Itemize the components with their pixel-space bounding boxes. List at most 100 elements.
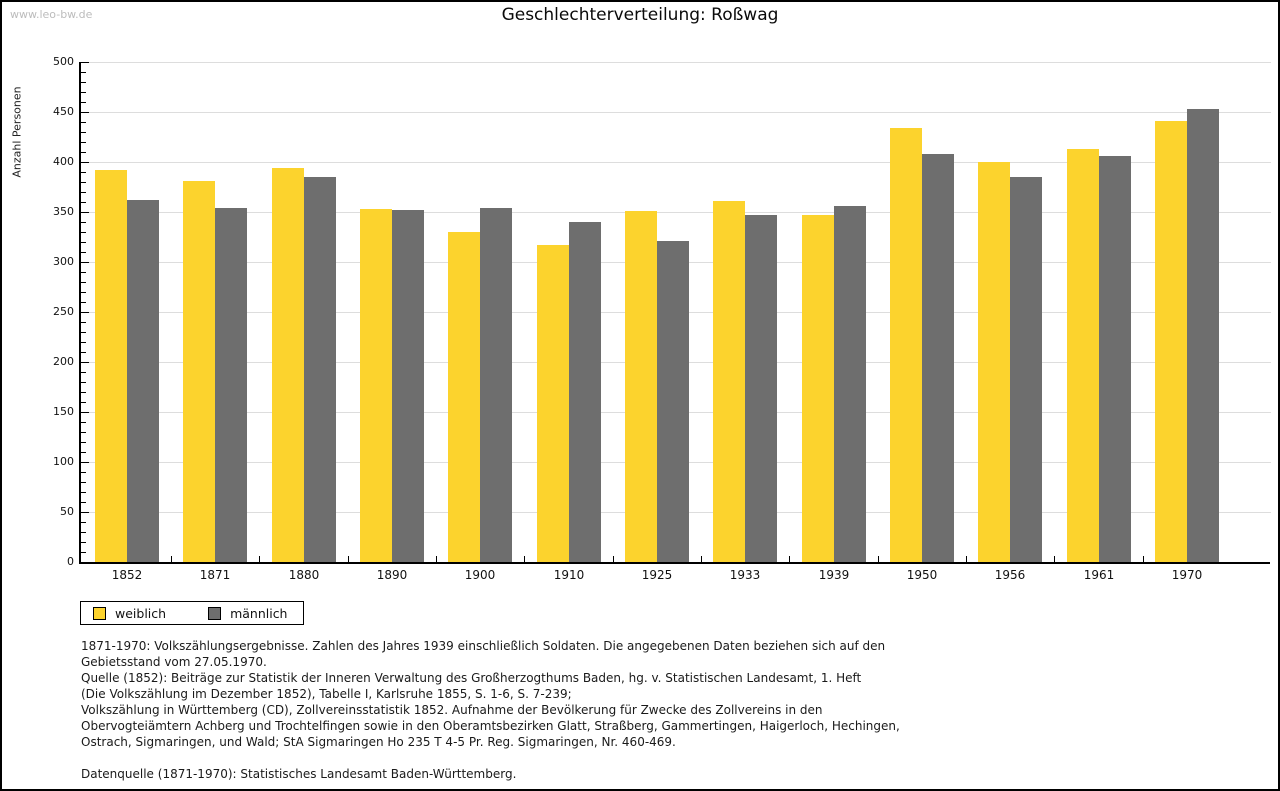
gridline (81, 212, 1271, 213)
bar-weiblich-1880 (272, 168, 304, 562)
bar-männlich-1880 (304, 177, 336, 562)
footnote-line: 1871-1970: Volkszählungsergebnisse. Zahl… (81, 639, 886, 653)
bar-weiblich-1910 (537, 245, 569, 562)
y-minor-tick (81, 372, 86, 373)
y-minor-tick (81, 122, 86, 123)
x-tick-label: 1970 (1171, 568, 1203, 582)
legend-item-maennlich: männlich (208, 606, 287, 621)
y-major-tick (81, 362, 89, 363)
y-minor-tick (81, 322, 86, 323)
bar-weiblich-1956 (978, 162, 1010, 562)
y-tick-label: 250 (53, 305, 74, 318)
legend: weiblich männlich (80, 601, 305, 625)
x-tick-label: 1852 (111, 568, 143, 582)
x-boundary-tick (259, 556, 260, 562)
y-minor-tick (81, 292, 86, 293)
y-tick-label: 400 (53, 155, 74, 168)
y-minor-tick (81, 302, 86, 303)
legend-label-maennlich: männlich (230, 605, 288, 621)
footnotes: 1871-1970: Volkszählungsergebnisse. Zahl… (81, 638, 900, 782)
x-tick-label: 1939 (818, 568, 850, 582)
y-minor-tick (81, 402, 86, 403)
bar-weiblich-1939 (802, 215, 834, 562)
bar-männlich-1900 (480, 208, 512, 562)
x-tick-label: 1925 (641, 568, 673, 582)
y-minor-tick (81, 102, 86, 103)
gridline (81, 112, 1271, 113)
y-minor-tick (81, 522, 86, 523)
y-tick-label: 300 (53, 255, 74, 268)
y-minor-tick (81, 342, 86, 343)
y-major-tick (81, 212, 89, 213)
bar-männlich-1939 (834, 206, 866, 562)
y-major-tick (81, 112, 89, 113)
x-tick-label: 1961 (1083, 568, 1115, 582)
footnote-line: Volkszählung in Württemberg (CD), Zollve… (81, 703, 823, 717)
x-axis-line (79, 562, 1270, 564)
y-minor-tick (81, 92, 86, 93)
bar-männlich-1871 (215, 208, 247, 562)
x-boundary-tick (1054, 556, 1055, 562)
bar-weiblich-1900 (448, 232, 480, 562)
y-minor-tick (81, 452, 86, 453)
y-major-tick (81, 512, 89, 513)
x-boundary-tick (966, 556, 967, 562)
maennlich-swatch-icon (208, 606, 222, 620)
y-axis-title: Anzahl Personen (10, 86, 24, 178)
bar-männlich-1933 (745, 215, 777, 562)
bar-männlich-1852 (127, 200, 159, 562)
bar-weiblich-1890 (360, 209, 392, 562)
y-tick-label: 50 (60, 505, 74, 518)
bar-weiblich-1852 (95, 170, 127, 562)
y-minor-tick (81, 272, 86, 273)
footnote-line: Quelle (1852): Beiträge zur Statistik de… (81, 671, 862, 685)
y-minor-tick (81, 232, 86, 233)
legend-item-weiblich: weiblich (93, 606, 166, 621)
y-minor-tick (81, 332, 86, 333)
x-boundary-tick (613, 556, 614, 562)
y-tick-label: 200 (53, 355, 74, 368)
bar-männlich-1925 (657, 241, 689, 562)
x-boundary-tick (171, 556, 172, 562)
bar-männlich-1961 (1099, 156, 1131, 562)
bar-weiblich-1970 (1155, 121, 1187, 562)
y-major-tick (81, 62, 89, 63)
watermark: www.leo-bw.de (10, 8, 93, 21)
y-minor-tick (81, 492, 86, 493)
x-tick-label: 1933 (729, 568, 761, 582)
y-tick-label: 150 (53, 405, 74, 418)
x-tick-label: 1900 (464, 568, 496, 582)
footnote-line: Ostrach, Sigmaringen, und Wald; StA Sigm… (81, 735, 676, 749)
y-minor-tick (81, 282, 86, 283)
y-minor-tick (81, 242, 86, 243)
y-minor-tick (81, 432, 86, 433)
x-boundary-tick (1143, 556, 1144, 562)
x-tick-label: 1871 (199, 568, 231, 582)
y-minor-tick (81, 252, 86, 253)
bar-männlich-1950 (922, 154, 954, 562)
bar-männlich-1890 (392, 210, 424, 562)
gridline (81, 162, 1271, 163)
y-minor-tick (81, 502, 86, 503)
y-tick-label: 500 (53, 55, 74, 68)
gridline (81, 62, 1271, 63)
y-minor-tick (81, 482, 86, 483)
bar-weiblich-1871 (183, 181, 215, 562)
y-minor-tick (81, 192, 86, 193)
x-boundary-tick (436, 556, 437, 562)
y-axis-line (79, 62, 81, 564)
y-minor-tick (81, 132, 86, 133)
footnote-line: (Die Volkszählung im Dezember 1852), Tab… (81, 687, 572, 701)
bar-weiblich-1950 (890, 128, 922, 562)
x-tick-label: 1950 (906, 568, 938, 582)
chart-title: Geschlechterverteilung: Roßwag (501, 5, 779, 25)
bar-weiblich-1933 (713, 201, 745, 562)
y-minor-tick (81, 392, 86, 393)
y-tick-label: 0 (67, 555, 74, 568)
x-boundary-tick (348, 556, 349, 562)
x-tick-label: 1880 (288, 568, 320, 582)
y-minor-tick (81, 382, 86, 383)
y-minor-tick (81, 72, 86, 73)
y-minor-tick (81, 182, 86, 183)
